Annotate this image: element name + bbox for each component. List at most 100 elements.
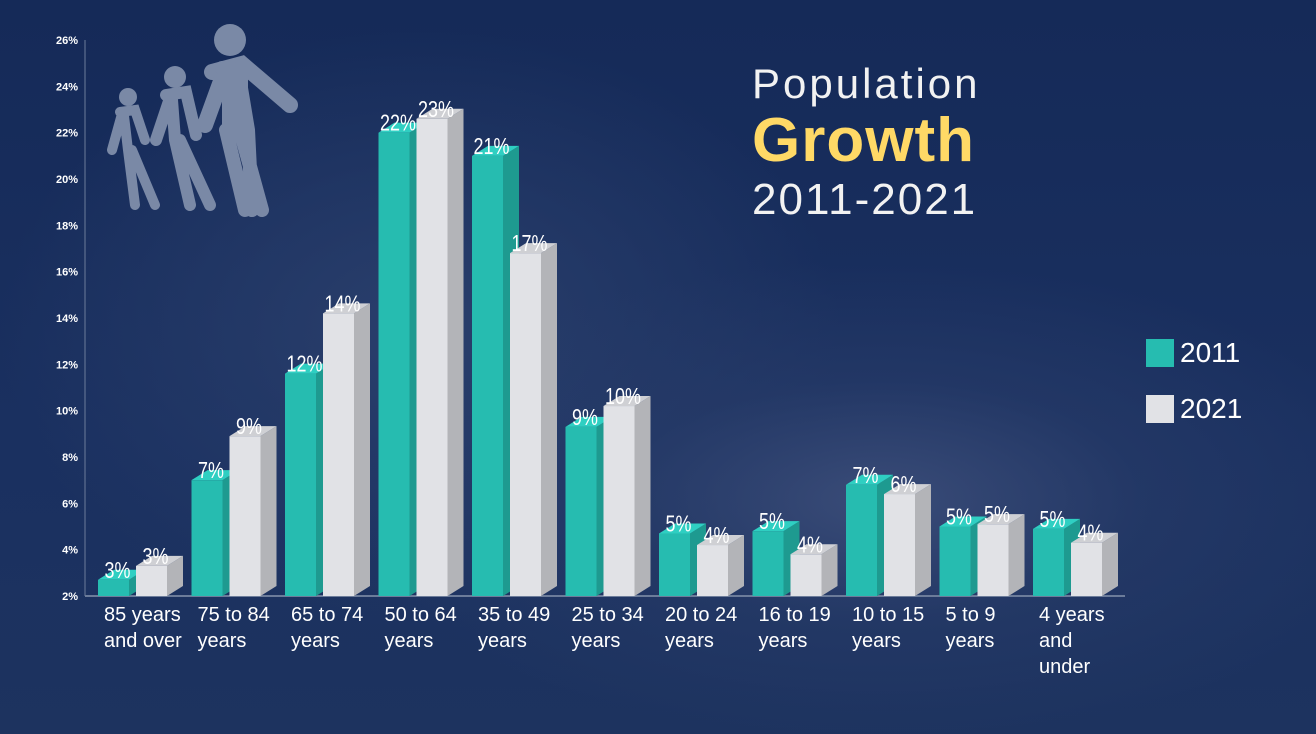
bar-group: 9% 10% bbox=[565, 384, 651, 596]
bar-front bbox=[378, 132, 410, 596]
data-label: 21% bbox=[474, 134, 510, 160]
bar-group: 12% 14% bbox=[285, 291, 370, 596]
bar-group: 3% 3% bbox=[98, 544, 183, 596]
bar-group: 7% 9% bbox=[191, 414, 277, 596]
data-label: 17% bbox=[512, 231, 548, 257]
bar-side bbox=[1008, 514, 1025, 596]
data-label: 6% bbox=[891, 472, 917, 498]
bar-top bbox=[697, 535, 744, 546]
y-tick-label: 20% bbox=[56, 174, 78, 186]
bar-2021: 10% bbox=[603, 384, 651, 596]
bar-group: 5% 5% bbox=[939, 502, 1025, 596]
bar-group: 21% 17% bbox=[472, 134, 557, 597]
x-tick-label: 85 years and over bbox=[104, 604, 182, 652]
y-tick-label: 10% bbox=[56, 406, 78, 418]
x-tick-label: 25 to 34 years bbox=[571, 604, 644, 652]
data-label: 23% bbox=[418, 97, 454, 123]
data-label: 7% bbox=[853, 463, 879, 489]
bar-front bbox=[323, 313, 354, 596]
bar-2021: 14% bbox=[323, 291, 370, 596]
bars: 3% 3% 7% 9% 12% 14% 22%23% 21% 17% 9% 10% 5% 4% 5% 4% 7… bbox=[98, 97, 1118, 597]
bar-top bbox=[752, 521, 800, 532]
x-tick-label: 16 to 19 years bbox=[758, 604, 831, 652]
bar-side bbox=[634, 396, 651, 596]
data-label: 4% bbox=[1078, 521, 1104, 547]
bar-2021: 23% bbox=[416, 97, 464, 597]
data-label: 9% bbox=[236, 414, 262, 440]
y-tick-label: 12% bbox=[56, 359, 78, 371]
bar-front bbox=[977, 524, 1009, 596]
bar-side bbox=[728, 535, 744, 596]
y-tick-label: 24% bbox=[56, 81, 78, 93]
bar-group: 5% 4% bbox=[752, 509, 838, 596]
bar-top bbox=[191, 470, 239, 481]
x-tick-label: 75 to 84 years bbox=[197, 604, 270, 652]
bar-2011: 5% bbox=[752, 509, 800, 596]
bar-2021: 5% bbox=[977, 502, 1025, 596]
legend-label: 2021 bbox=[1180, 393, 1243, 424]
bar-side bbox=[1102, 532, 1118, 596]
bar-top bbox=[603, 396, 651, 407]
bar-side bbox=[260, 426, 277, 596]
data-label: 22% bbox=[380, 111, 416, 137]
data-label: 5% bbox=[1040, 507, 1066, 533]
bar-front bbox=[1033, 528, 1064, 596]
bar-top bbox=[565, 416, 613, 427]
y-tick-label: 2% bbox=[62, 591, 78, 603]
bar-front bbox=[846, 484, 877, 596]
y-tick-label: 22% bbox=[56, 128, 78, 140]
bar-top bbox=[1033, 518, 1080, 529]
legend-swatch bbox=[1146, 339, 1174, 367]
bar-group: 5% 4% bbox=[1033, 507, 1118, 596]
bar-group: 7% 6% bbox=[846, 463, 931, 596]
y-tick-label: 14% bbox=[56, 313, 78, 325]
bar-front bbox=[603, 406, 635, 596]
data-label: 9% bbox=[572, 405, 598, 431]
x-tick-label: 35 to 49 years bbox=[478, 604, 551, 652]
x-tick-label: 65 to 74 years bbox=[291, 604, 364, 652]
bar-group: 22%23% bbox=[378, 97, 464, 597]
y-tick-label: 26% bbox=[56, 35, 78, 47]
data-label: 5% bbox=[984, 502, 1010, 528]
bar-top bbox=[229, 426, 277, 437]
bar-side bbox=[354, 303, 370, 596]
bar-top bbox=[416, 108, 464, 119]
legend-swatch bbox=[1146, 395, 1174, 423]
legend-label: 2011 bbox=[1180, 337, 1241, 368]
bar-front bbox=[98, 579, 129, 596]
data-label: 5% bbox=[759, 509, 785, 535]
x-tick-label: 50 to 64 years bbox=[384, 604, 457, 652]
legend-item-2011: 2011 bbox=[1146, 325, 1242, 381]
bar-top bbox=[790, 544, 838, 555]
data-label: 7% bbox=[198, 458, 224, 484]
bar-top bbox=[977, 514, 1025, 525]
bar-top bbox=[659, 523, 706, 534]
bar-front bbox=[416, 118, 448, 597]
data-label: 4% bbox=[797, 532, 823, 558]
y-ticks: 2% 4% 6% 8% 10% 12% 14% 16% 18% 20% 22% 24% 26% bbox=[56, 35, 78, 603]
data-label: 5% bbox=[666, 511, 692, 537]
bar-2021: 4% bbox=[1071, 521, 1118, 596]
y-tick-label: 6% bbox=[62, 498, 78, 510]
bar-2021: 4% bbox=[790, 532, 838, 596]
title-line-3: 2011-2021 bbox=[752, 175, 978, 224]
bar-front bbox=[472, 155, 503, 597]
x-tick-label: 10 to 15 years bbox=[852, 604, 925, 652]
bar-2011: 5% bbox=[939, 504, 987, 596]
title-line-2: Growth bbox=[752, 106, 975, 175]
bar-top bbox=[1071, 532, 1118, 543]
bar-2021: 17% bbox=[510, 231, 557, 596]
family-icon bbox=[107, 24, 298, 217]
bar-front bbox=[939, 526, 971, 596]
title-line-1: Population bbox=[752, 60, 981, 107]
data-label: 3% bbox=[105, 558, 131, 584]
bar-front bbox=[884, 494, 915, 596]
bar-group: 5% 4% bbox=[659, 511, 744, 596]
bar-front bbox=[752, 531, 784, 596]
bar-2011: 5% bbox=[659, 511, 706, 596]
bar-front bbox=[1071, 542, 1102, 596]
data-label: 10% bbox=[605, 384, 641, 410]
bar-side bbox=[821, 544, 838, 596]
bar-2021: 4% bbox=[697, 523, 744, 596]
bar-side bbox=[447, 108, 464, 597]
